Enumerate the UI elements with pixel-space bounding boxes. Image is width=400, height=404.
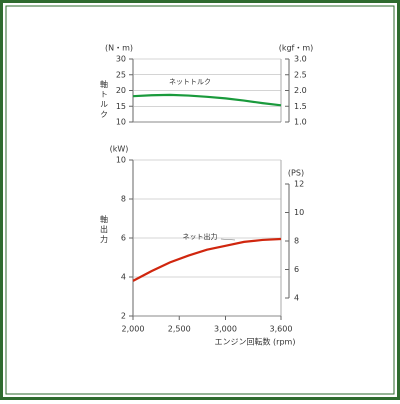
y-tick-label: 25 <box>116 70 126 79</box>
x-tick-label: 2,000 <box>122 325 145 334</box>
y-tick-label: 15 <box>116 102 126 111</box>
y-tick-label: 8 <box>121 195 126 204</box>
series-label: ネット出力 <box>183 232 218 241</box>
y2-tick-label: 10 <box>294 208 304 217</box>
x-tick-label: 3,000 <box>214 325 237 334</box>
series-line <box>132 93 282 107</box>
y2-tick-label: 2.5 <box>294 70 307 79</box>
x-tick-label: 3,600 <box>270 325 293 334</box>
y2-tick-label: 8 <box>294 237 299 246</box>
y2-axis-title: (kgf・m) <box>279 44 314 53</box>
y-tick-label: 20 <box>116 86 126 95</box>
y-tick-label: 10 <box>116 118 126 127</box>
y-tick-label: 6 <box>121 234 126 243</box>
side-label: 軸トルク <box>100 79 109 120</box>
inner-frame <box>5 5 395 395</box>
series-line <box>132 237 282 282</box>
y-tick-label: 10 <box>116 156 126 165</box>
side-label: 軸出力 <box>100 214 109 245</box>
y2-axis-title: (PS) <box>288 169 304 178</box>
x-tick-label: 2,500 <box>168 325 191 334</box>
y2-tick-label: 1.0 <box>294 118 307 127</box>
y-tick-label: 30 <box>116 55 126 64</box>
y2-tick-label: 1.5 <box>294 102 307 111</box>
y-axis-title: (N・m) <box>105 44 133 53</box>
y2-tick-label: 2.0 <box>294 86 307 95</box>
y2-tick-label: 4 <box>294 294 299 303</box>
leader-line <box>220 238 236 241</box>
y-tick-label: 4 <box>121 273 126 282</box>
series-label: ネットトルク <box>169 78 211 86</box>
y-axis-title: (kW) <box>110 145 129 154</box>
y2-tick-label: 12 <box>294 180 304 189</box>
y-tick-label: 2 <box>121 312 126 321</box>
y2-tick-label: 6 <box>294 265 299 274</box>
y2-tick-label: 3.0 <box>294 55 307 64</box>
x-axis-title: エンジン回転数 (rpm) <box>215 337 296 347</box>
